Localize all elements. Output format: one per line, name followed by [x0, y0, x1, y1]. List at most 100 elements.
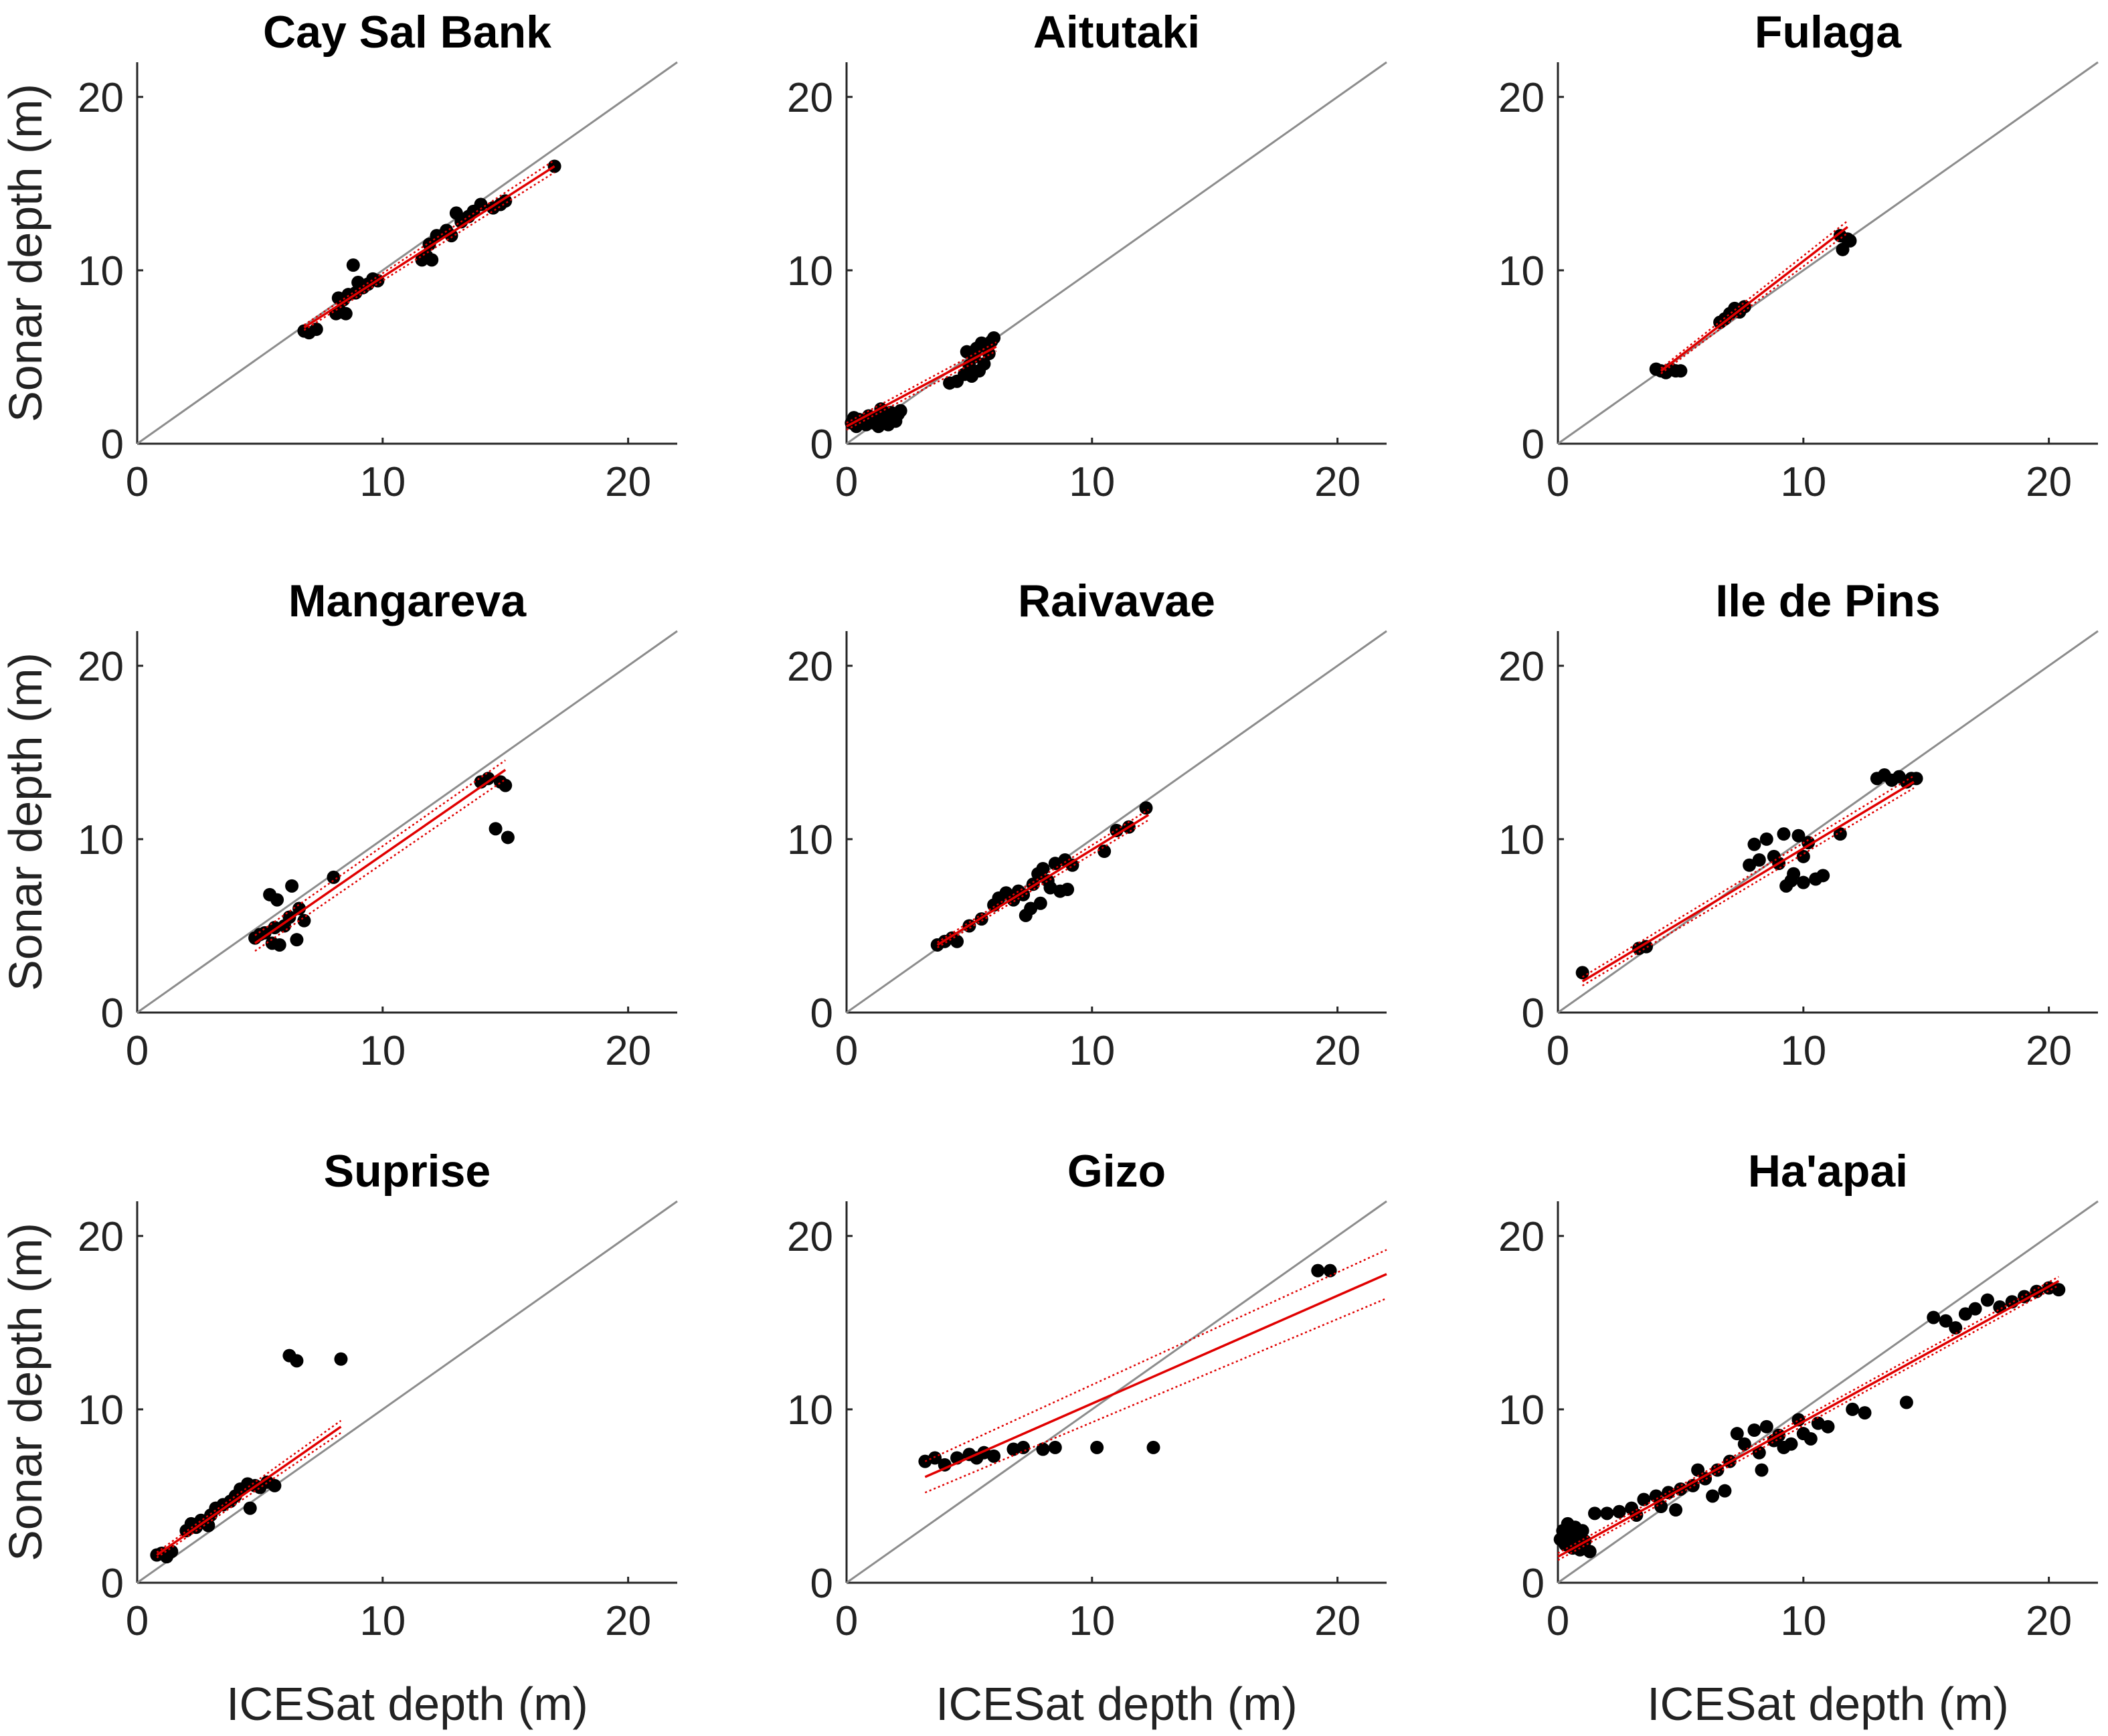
- fit-band-lower: [846, 350, 997, 431]
- y-tick-label: 0: [101, 422, 124, 468]
- data-point: [1752, 1446, 1766, 1460]
- x-tick-label: 10: [359, 1028, 406, 1074]
- panel-title: Fulaga: [1755, 7, 1902, 58]
- data-point: [938, 1458, 952, 1472]
- data-point: [1065, 858, 1079, 872]
- y-tick-label: 20: [1498, 1214, 1545, 1260]
- data-point: [1747, 1423, 1761, 1437]
- data-point: [1755, 1463, 1769, 1477]
- data-point: [1090, 1440, 1104, 1454]
- x-tick-label: 20: [1314, 459, 1360, 505]
- y-tick-label: 10: [787, 817, 833, 863]
- scatter-panel: Cay Sal Bank 0 10 20 0 10 20 Sonar depth (m): [0, 7, 678, 505]
- data-point: [1637, 1492, 1651, 1506]
- fit-band-lower: [1557, 1284, 2059, 1561]
- fit-band-upper: [1557, 1276, 2059, 1555]
- y-tick-label: 0: [101, 1561, 124, 1607]
- data-point: [1737, 1437, 1751, 1451]
- data-point: [1706, 1489, 1720, 1503]
- data-point: [1575, 966, 1589, 980]
- y-tick-label: 10: [1498, 248, 1545, 294]
- data-point: [1139, 801, 1153, 815]
- fit-band-lower: [156, 1431, 342, 1559]
- x-tick-label: 0: [1547, 459, 1569, 505]
- data-point: [1899, 1395, 1913, 1409]
- data-point: [1958, 1307, 1972, 1321]
- data-point: [1759, 1419, 1773, 1434]
- data-point: [1061, 883, 1075, 897]
- fit-line: [1660, 226, 1848, 372]
- data-point: [1777, 827, 1791, 841]
- x-tick-label: 10: [1069, 459, 1115, 505]
- y-tick-label: 10: [787, 1387, 833, 1434]
- data-point: [1752, 853, 1766, 867]
- identity-line: [846, 630, 1387, 1014]
- data-point: [1796, 875, 1810, 889]
- x-tick-label: 0: [126, 459, 149, 505]
- x-tick-label: 10: [359, 459, 406, 505]
- data-point: [1640, 940, 1654, 954]
- x-tick-label: 10: [359, 1598, 406, 1644]
- x-tick-label: 10: [1780, 1598, 1826, 1644]
- data-point: [339, 307, 353, 321]
- data-point: [1833, 827, 1847, 841]
- data-point: [268, 1478, 282, 1492]
- x-tick-label: 10: [1069, 1598, 1115, 1644]
- y-tick-label: 10: [1498, 1387, 1545, 1434]
- x-axis-label: ICESat depth (m): [226, 1678, 588, 1730]
- y-tick-label: 0: [1522, 990, 1545, 1037]
- data-point: [1787, 867, 1801, 881]
- fit-line: [1581, 780, 1915, 982]
- identity-line: [137, 61, 678, 445]
- data-point: [1686, 1478, 1700, 1492]
- data-point: [1036, 1442, 1050, 1456]
- y-tick-label: 20: [1498, 644, 1545, 690]
- fit-band-lower: [254, 778, 506, 952]
- data-point: [272, 938, 286, 952]
- y-axis-label: Sonar depth (m): [0, 653, 52, 991]
- x-tick-label: 20: [605, 459, 651, 505]
- data-point: [965, 369, 979, 383]
- data-point: [1791, 829, 1806, 843]
- data-point: [292, 901, 306, 916]
- data-point: [1796, 849, 1810, 863]
- data-point: [1968, 1302, 1982, 1316]
- data-point: [1747, 837, 1761, 851]
- panel-title: Cay Sal Bank: [263, 7, 551, 58]
- data-point: [1017, 1440, 1031, 1454]
- identity-line: [1557, 630, 2099, 1014]
- x-tick-label: 20: [2026, 1028, 2072, 1074]
- data-point: [547, 159, 561, 173]
- scatter-panel: Ile de Pins 0 10 20 0 10 20: [1498, 576, 2099, 1074]
- fit-line: [156, 1425, 342, 1556]
- y-tick-label: 0: [1522, 422, 1545, 468]
- fit-band-upper: [254, 759, 506, 936]
- scatter-panel: Mangareva 0 10 20 0 10 20 Sonar depth (m): [0, 576, 678, 1074]
- data-point: [1669, 1503, 1683, 1517]
- y-tick-label: 20: [787, 75, 833, 121]
- y-tick-label: 0: [1522, 1561, 1545, 1607]
- fit-line: [1557, 1280, 2060, 1558]
- x-tick-label: 0: [126, 1028, 149, 1074]
- x-tick-label: 0: [835, 1028, 858, 1074]
- fit-band-lower: [924, 1297, 1387, 1494]
- data-point: [270, 893, 284, 907]
- data-point: [501, 831, 515, 845]
- data-point: [1939, 1314, 1953, 1328]
- fit-line: [303, 165, 555, 329]
- data-point: [481, 772, 495, 786]
- identity-line: [137, 1200, 678, 1584]
- fit-band-lower: [937, 819, 1149, 948]
- data-point: [1048, 1440, 1062, 1454]
- y-tick-label: 10: [1498, 817, 1545, 863]
- panel-title: Aitutaki: [1033, 7, 1200, 58]
- data-point: [334, 1352, 348, 1366]
- panel-title: Mangareva: [288, 576, 527, 626]
- x-tick-label: 20: [1314, 1028, 1360, 1074]
- y-tick-label: 10: [78, 1387, 124, 1434]
- data-point: [1743, 858, 1757, 872]
- data-point: [1821, 1419, 1835, 1434]
- data-point: [1097, 845, 1112, 859]
- identity-line: [846, 61, 1387, 445]
- data-point: [1980, 1293, 1994, 1307]
